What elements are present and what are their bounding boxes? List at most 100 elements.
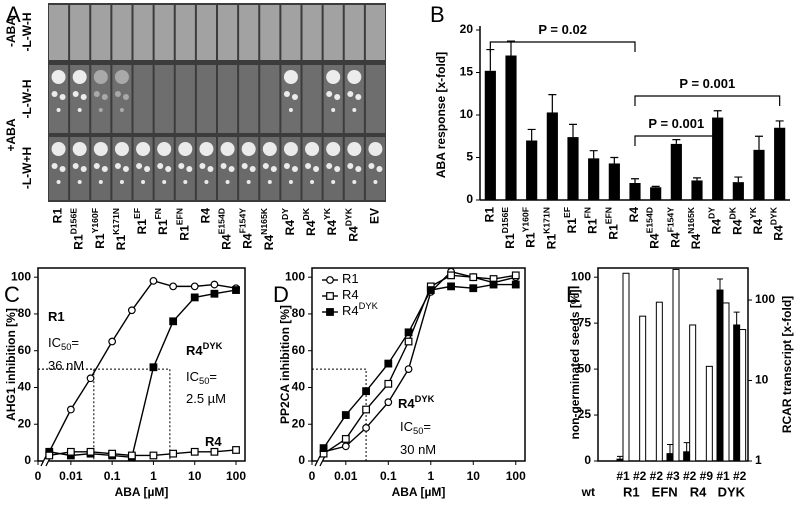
spot-tile — [302, 5, 322, 60]
column-label-sup: D156E — [69, 208, 79, 235]
annotation-base: 2.5 µM — [186, 391, 226, 406]
annotation-base: R4 — [398, 396, 415, 411]
row-label: +ABA — [4, 118, 18, 151]
marker — [149, 276, 158, 285]
bar — [732, 182, 744, 200]
colony — [186, 166, 193, 172]
y-tick-label: 0 — [24, 453, 31, 467]
spot-tile — [112, 5, 132, 60]
spot-tile — [218, 5, 238, 60]
legend-marker — [326, 276, 334, 284]
colony — [98, 180, 103, 184]
column-label-sup: Y160F — [90, 208, 100, 233]
column-label: EV — [368, 208, 382, 224]
legend-label: R4DYK — [342, 301, 379, 318]
colony — [93, 163, 100, 169]
spot-tile — [49, 5, 69, 60]
colony — [288, 108, 293, 112]
marker — [341, 435, 350, 443]
y-tick-label: 20 — [460, 22, 474, 36]
x-tick-label: R4DYK — [769, 206, 786, 240]
x-tick-label-sup: EFN — [604, 207, 614, 224]
marker — [45, 451, 54, 460]
marker — [108, 449, 117, 458]
y-tick-label: 0 — [298, 453, 305, 467]
x-tick-label-base: R4 — [648, 233, 662, 249]
column-label: R1 — [51, 208, 65, 224]
column-label: R1FN — [153, 208, 170, 235]
spot-tile — [133, 65, 153, 133]
significance-bracket — [634, 95, 781, 106]
spot-tile — [175, 65, 195, 133]
colony — [347, 91, 354, 97]
colony — [114, 70, 129, 84]
colony — [77, 180, 82, 184]
bar — [712, 117, 724, 200]
column-label: R4F154Y — [238, 208, 255, 249]
bar — [616, 458, 624, 462]
colony — [157, 163, 164, 169]
x-tick-label-sup: FN — [583, 207, 593, 219]
colony — [144, 166, 151, 172]
annotation: IC50= — [400, 419, 431, 436]
y-tick-label: 0 — [466, 192, 473, 206]
colony — [59, 94, 66, 100]
column-label-base: R4 — [346, 226, 360, 242]
y-tick-label: 5 — [466, 150, 473, 164]
x-tick-label: R4DK — [728, 206, 745, 235]
x-tick-label: #1 — [616, 469, 630, 483]
marker — [169, 317, 178, 326]
annotation: IC50= — [48, 335, 79, 352]
colony — [262, 163, 269, 169]
column-label-sup: DK — [301, 207, 311, 220]
marker — [341, 411, 350, 419]
error-bar — [733, 311, 740, 325]
error-bar — [755, 135, 763, 150]
x-tick-label: #2 — [633, 469, 647, 483]
y-tick-label: 75 — [578, 315, 592, 329]
column-label: R4E154D — [217, 208, 234, 250]
column-label-sup: EFN — [175, 208, 185, 225]
colony — [352, 180, 357, 184]
y-axis-title: non-germinated seeds [%] — [568, 289, 582, 439]
annotation-after: = — [209, 369, 217, 384]
y-axis-title: PP2CA inhibition [%] — [278, 305, 292, 424]
colony — [355, 166, 362, 172]
error-bar — [713, 110, 722, 118]
marker — [127, 451, 136, 460]
marker — [362, 387, 370, 396]
column-label-base: R4 — [304, 220, 318, 236]
annotation-base: P = 0.02 — [538, 22, 587, 37]
colony — [220, 142, 235, 156]
bar — [753, 149, 765, 200]
colony — [59, 166, 66, 172]
x-tick-label: R4 — [627, 207, 641, 223]
marker — [86, 374, 95, 383]
marker — [404, 337, 413, 346]
row-label: -ABA — [4, 17, 18, 47]
spot-tile — [91, 65, 111, 133]
colony — [326, 163, 333, 169]
column-label: R1EFN — [175, 208, 192, 241]
marker — [232, 446, 240, 454]
x-tick-label: #2 — [683, 469, 697, 483]
error-bar — [617, 455, 623, 460]
x-tick-label: 10 — [467, 469, 481, 483]
x-tick-label: 0.1 — [380, 469, 397, 483]
error-bar — [589, 150, 598, 159]
x-tick-label: #2 — [650, 469, 664, 483]
colony — [347, 70, 362, 84]
colony — [270, 166, 277, 172]
colony — [199, 163, 206, 169]
column-label-base: EV — [368, 208, 382, 224]
colony — [72, 91, 79, 97]
annotation-base: 36 nM — [48, 358, 84, 373]
x-tick-label-base: R1 — [524, 232, 538, 248]
marker — [511, 280, 520, 289]
colony — [114, 91, 121, 97]
spot-tile — [323, 5, 343, 60]
x-tick-label: 10 — [188, 469, 202, 483]
error-bar — [672, 139, 681, 144]
column-label: R1EF — [132, 208, 149, 234]
